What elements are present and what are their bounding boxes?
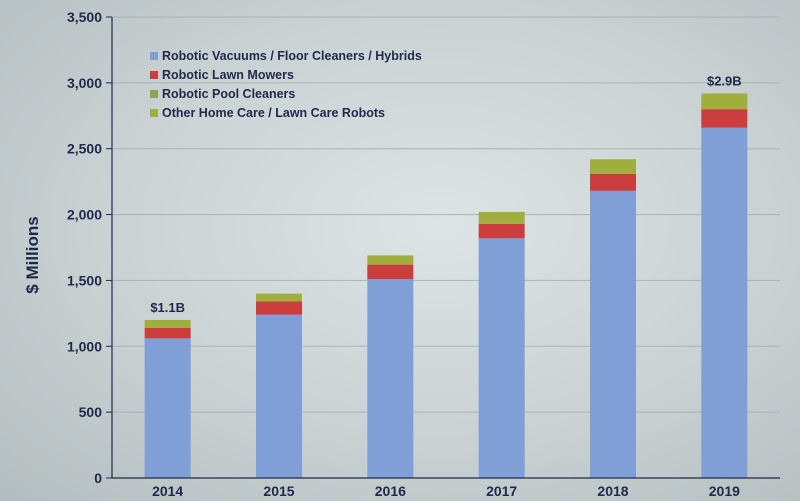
legend: Robotic Vacuums / Floor Cleaners / Hybri… <box>150 49 422 120</box>
bar-segment-4 <box>701 93 748 110</box>
bar-segment-2 <box>144 327 191 339</box>
bar-segment-2 <box>701 109 748 128</box>
legend-swatch <box>150 52 158 60</box>
bar-segment-1 <box>478 238 525 478</box>
y-tick-label: 2,000 <box>67 207 102 223</box>
legend-label: Robotic Lawn Mowers <box>162 68 294 82</box>
legend-label: Other Home Care / Lawn Care Robots <box>162 106 385 120</box>
x-axis: 2014 2015 2016 2017 2018 2019 <box>112 477 780 499</box>
bar-stack-2016 <box>367 255 414 478</box>
bar-segment-4 <box>367 255 414 265</box>
y-tick-label: 0 <box>94 470 102 486</box>
y-tick-label: 2,500 <box>67 141 102 157</box>
bar-segment-2 <box>478 223 525 239</box>
bar-stack-2017 <box>478 211 525 478</box>
y-tick-label: 1,000 <box>67 338 102 354</box>
bar-segment-1 <box>144 338 191 478</box>
x-tick-label: 2019 <box>709 483 740 499</box>
grid-lines <box>112 16 780 413</box>
bar-segment-4 <box>478 211 525 224</box>
legend-swatch <box>150 71 158 79</box>
legend-swatch <box>150 90 158 98</box>
bar-segment-1 <box>256 314 302 478</box>
y-tick-label: 500 <box>79 404 103 420</box>
bar-stack-2019 <box>701 93 748 478</box>
total-annotations: $1.1B $2.9B <box>150 73 741 315</box>
bar-stack-2015 <box>256 293 302 478</box>
bars <box>144 93 748 478</box>
legend-label: Robotic Vacuums / Floor Cleaners / Hybri… <box>162 49 422 63</box>
y-axis-label: $ Millions <box>23 216 42 293</box>
y-axis: 0 500 1,000 1,500 2,000 2,500 3,000 3,500 <box>67 9 113 486</box>
bar-segment-1 <box>701 127 748 478</box>
bar-segment-4 <box>256 293 302 302</box>
x-tick-label: 2017 <box>486 483 517 499</box>
legend-swatch <box>150 109 158 117</box>
bar-segment-4 <box>590 159 636 174</box>
bar-stack-2014 <box>144 319 191 478</box>
x-tick-label: 2014 <box>152 483 183 499</box>
total-label: $2.9B <box>707 73 742 88</box>
bar-segment-2 <box>256 301 302 315</box>
x-tick-label: 2018 <box>597 483 628 499</box>
bar-segment-1 <box>367 279 414 478</box>
x-tick-label: 2016 <box>375 483 406 499</box>
y-tick-label: 3,000 <box>67 75 102 91</box>
bar-segment-2 <box>590 173 636 191</box>
bar-segment-1 <box>590 190 636 478</box>
bar-segment-4 <box>144 319 191 328</box>
bar-segment-2 <box>367 264 414 280</box>
total-label: $1.1B <box>150 300 185 315</box>
y-tick-label: 3,500 <box>67 9 102 25</box>
bar-stack-2018 <box>590 159 636 478</box>
legend-label: Robotic Pool Cleaners <box>162 87 295 101</box>
x-tick-label: 2015 <box>263 483 294 499</box>
y-tick-label: 1,500 <box>67 272 102 288</box>
